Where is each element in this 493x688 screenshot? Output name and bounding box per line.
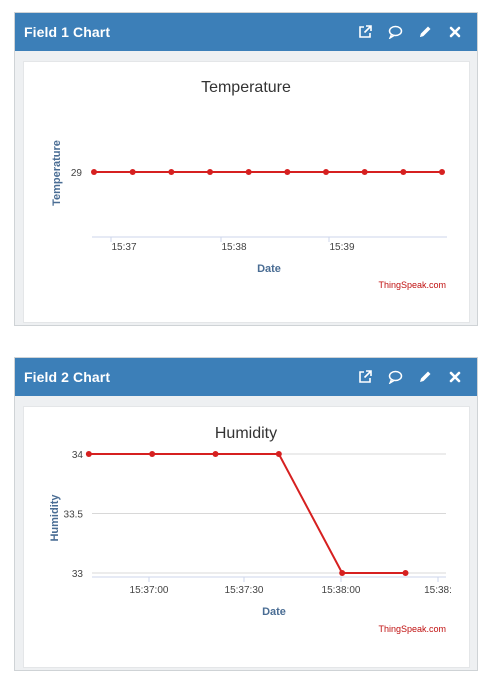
x-tick-label: 15:37:30: [225, 585, 264, 596]
x-tick-label: 15:38:: [424, 585, 452, 596]
external-link-icon[interactable]: [357, 24, 373, 40]
series-line: [88, 453, 406, 574]
comment-icon[interactable]: [387, 24, 403, 40]
y-tick-label: 33: [72, 569, 84, 580]
close-icon[interactable]: [447, 24, 463, 40]
data-point[interactable]: [212, 451, 219, 457]
humidity-chart: Humidity Humidity 34 33.5 33 15:37:00 15:37:…: [49, 425, 452, 634]
data-point[interactable]: [168, 169, 175, 175]
y-axis-title: Humidity: [49, 494, 61, 542]
temperature-chart: Temperature Temperature 29 15:37 15:38 15:3…: [51, 79, 447, 290]
data-point[interactable]: [85, 451, 92, 457]
data-point[interactable]: [91, 169, 97, 175]
data-point[interactable]: [245, 169, 252, 175]
data-point[interactable]: [275, 451, 282, 457]
x-tick-label: 15:37:00: [130, 585, 169, 596]
panel-header: Field 2 Chart: [15, 358, 477, 396]
panel-tools: [357, 24, 463, 40]
panel-title: Field 1 Chart: [24, 24, 111, 40]
panel-title: Field 2 Chart: [24, 369, 111, 385]
data-point[interactable]: [149, 451, 156, 457]
x-tick-label: 15:39: [329, 242, 354, 253]
thingspeak-credit[interactable]: ThingSpeak.com: [378, 624, 446, 634]
y-tick-label: 33.5: [64, 510, 84, 521]
y-tick-label: 34: [72, 450, 84, 461]
panel-header: Field 1 Chart: [15, 13, 477, 51]
data-point[interactable]: [361, 169, 368, 175]
close-icon[interactable]: [447, 369, 463, 385]
pencil-icon[interactable]: [417, 24, 433, 40]
x-tick-label: 15:37: [111, 242, 136, 253]
y-axis-title: Temperature: [51, 140, 63, 206]
field-2-chart-panel: Field 2 Chart Humidity Humidity 34 33.5 33…: [14, 357, 478, 671]
data-point[interactable]: [207, 169, 213, 175]
comment-icon[interactable]: [387, 369, 403, 385]
external-link-icon[interactable]: [357, 369, 373, 385]
x-tick-label: 15:38: [221, 242, 246, 253]
data-point[interactable]: [402, 570, 409, 576]
x-tick-label: 15:38:00: [322, 585, 361, 596]
data-point[interactable]: [284, 169, 291, 175]
data-point[interactable]: [339, 570, 346, 576]
chart-title: Humidity: [215, 425, 277, 442]
x-axis-title: Date: [257, 263, 281, 275]
thingspeak-credit[interactable]: ThingSpeak.com: [378, 280, 446, 290]
panel-tools: [357, 369, 463, 385]
pencil-icon[interactable]: [417, 369, 433, 385]
x-axis-title: Date: [262, 606, 286, 618]
data-point[interactable]: [400, 169, 407, 175]
chart-title: Temperature: [201, 79, 291, 96]
y-tick-label: 29: [71, 168, 83, 179]
field-1-chart-panel: Field 1 Chart Temperature Temperature 29…: [14, 12, 478, 326]
chart-area: Temperature Temperature 29 15:37 15:38 15:3…: [23, 61, 470, 323]
data-point[interactable]: [129, 169, 136, 175]
data-point[interactable]: [323, 169, 329, 175]
data-point[interactable]: [439, 169, 445, 175]
chart-area: Humidity Humidity 34 33.5 33 15:37:00 15:37:…: [23, 406, 470, 668]
